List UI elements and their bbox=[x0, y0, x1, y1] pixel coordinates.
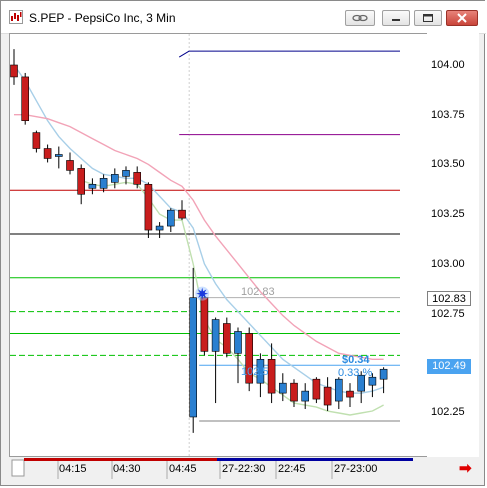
candle-body bbox=[312, 378, 321, 400]
time-label: 04:30 bbox=[113, 463, 141, 475]
candle-body bbox=[99, 178, 108, 189]
candle-body bbox=[144, 184, 153, 231]
candle-body bbox=[189, 297, 197, 418]
price-tick: 102.75 bbox=[431, 308, 465, 320]
candle-body bbox=[357, 374, 366, 392]
time-axis: 04:15 04:30 04:45 27-22:30 22:45 27-23:0… bbox=[9, 457, 428, 479]
link-icon bbox=[352, 14, 368, 22]
candle-body bbox=[211, 319, 220, 352]
candle-body bbox=[155, 225, 164, 231]
candle-body bbox=[267, 359, 276, 394]
candle-body bbox=[77, 168, 85, 195]
time-label: 04:15 bbox=[59, 463, 87, 475]
candle-body bbox=[10, 64, 18, 78]
candle-body bbox=[167, 209, 175, 227]
minimize-button[interactable] bbox=[382, 10, 410, 26]
candle-body bbox=[54, 154, 63, 157]
candle-body bbox=[334, 378, 343, 402]
last-price-box: 102.83 bbox=[427, 291, 471, 306]
candle-body bbox=[43, 148, 52, 159]
candle-body bbox=[379, 368, 388, 380]
candle-body bbox=[178, 209, 186, 219]
close-icon bbox=[457, 13, 467, 23]
moving-average-line bbox=[14, 114, 384, 361]
candlestick-chart[interactable] bbox=[10, 34, 427, 456]
link-button[interactable] bbox=[345, 10, 375, 26]
candle-body bbox=[234, 331, 242, 354]
time-label: 04:45 bbox=[169, 463, 197, 475]
title-bar[interactable]: S.PEP - PepsiCo Inc, 3 Min bbox=[1, 1, 486, 34]
candle-body bbox=[21, 76, 29, 121]
candle-body bbox=[66, 160, 74, 171]
time-label: 27-23:00 bbox=[334, 463, 378, 475]
candle-body bbox=[256, 359, 265, 384]
price-tick: 103.25 bbox=[431, 208, 465, 220]
price-tick: 102.25 bbox=[431, 406, 465, 418]
candle-body bbox=[111, 174, 119, 183]
price-tick: 103.75 bbox=[431, 109, 465, 121]
session-bar bbox=[11, 458, 413, 479]
candle-body bbox=[278, 382, 287, 394]
maximize-button[interactable] bbox=[414, 10, 442, 26]
scroll-right-arrow-icon[interactable]: ➡ bbox=[459, 460, 472, 477]
marker-price-label: 102.83 bbox=[241, 286, 275, 298]
minimize-icon bbox=[392, 19, 400, 21]
candle-body bbox=[32, 132, 41, 149]
price-tick: 104.00 bbox=[431, 59, 465, 71]
chart-app-icon bbox=[9, 10, 23, 24]
price-tick: 103.00 bbox=[431, 258, 465, 270]
candle-body bbox=[368, 376, 377, 386]
candle-body bbox=[223, 323, 231, 354]
star-marker-icon bbox=[196, 287, 209, 300]
candle-body bbox=[133, 172, 141, 185]
candle-body bbox=[200, 297, 209, 352]
candle-body bbox=[290, 382, 298, 402]
time-label: 27-22:30 bbox=[222, 463, 266, 475]
price-level-connector bbox=[178, 50, 190, 58]
chart-plot-area[interactable]: 102.83 102.5 $0.34 0.33 % bbox=[9, 33, 428, 457]
candle-body bbox=[245, 333, 253, 384]
candle-body bbox=[88, 184, 97, 189]
price-axis: 104.00 103.75 103.50 103.25 103.00 102.7… bbox=[427, 33, 479, 457]
change-value-label: $0.34 bbox=[342, 354, 370, 366]
price-tick: 103.50 bbox=[431, 158, 465, 170]
maximize-icon bbox=[423, 14, 433, 22]
candle-body bbox=[346, 390, 354, 398]
candle-body bbox=[122, 170, 130, 177]
current-price-box: 102.49 bbox=[427, 359, 471, 374]
change-percent-label: 0.33 % bbox=[338, 367, 373, 379]
moving-average-line bbox=[80, 179, 384, 416]
window-title: S.PEP - PepsiCo Inc, 3 Min bbox=[29, 11, 176, 25]
dotted-price-label: 102.5 bbox=[241, 366, 269, 378]
time-label: 22:45 bbox=[278, 463, 306, 475]
candle-body bbox=[323, 386, 332, 406]
candle-body bbox=[301, 390, 310, 402]
moving-average-line bbox=[13, 64, 384, 394]
close-button[interactable] bbox=[446, 10, 478, 26]
